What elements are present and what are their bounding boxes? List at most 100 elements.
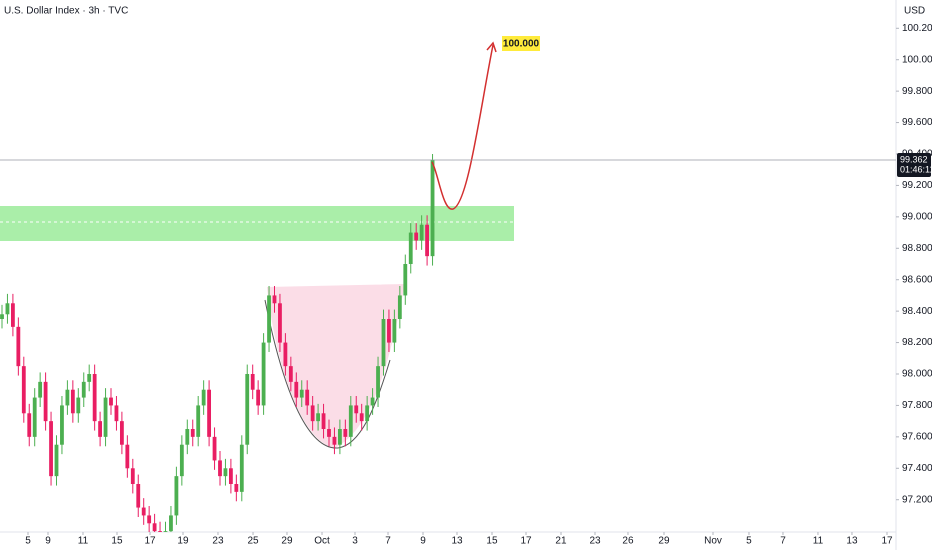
x-tick-label: 23 bbox=[589, 536, 601, 547]
candle-body bbox=[365, 405, 370, 422]
candle-body bbox=[158, 531, 162, 532]
candle-body bbox=[419, 224, 424, 241]
x-tick-label: 17 bbox=[881, 536, 893, 547]
candle-body bbox=[152, 523, 157, 532]
candle-body bbox=[207, 389, 212, 437]
candle-body bbox=[98, 421, 103, 437]
x-tick-label: 17 bbox=[520, 536, 532, 547]
y-tick-label: 99.000 bbox=[902, 211, 932, 222]
y-tick-label: 97.400 bbox=[902, 463, 932, 474]
x-tick-label: 3 bbox=[352, 536, 358, 547]
x-tick-label: 26 bbox=[622, 536, 634, 547]
candle-body bbox=[278, 303, 282, 343]
candle-body bbox=[163, 531, 168, 532]
arrow-head bbox=[486, 41, 497, 53]
candle-body bbox=[125, 444, 130, 469]
x-tick-label: 15 bbox=[111, 536, 123, 547]
candle-body bbox=[299, 389, 304, 398]
candle-body bbox=[376, 366, 380, 398]
candle-body bbox=[305, 389, 310, 406]
candle-body bbox=[147, 515, 152, 524]
x-tick-label: Nov bbox=[704, 536, 722, 547]
candle-body bbox=[327, 429, 331, 437]
y-tick-label: 98.800 bbox=[902, 243, 932, 254]
x-tick-label: 23 bbox=[212, 536, 224, 547]
candle-body bbox=[114, 405, 119, 422]
candle-body bbox=[5, 303, 10, 315]
y-tick-label: 98.200 bbox=[902, 337, 932, 348]
candle-body bbox=[283, 342, 288, 367]
candle-body bbox=[430, 159, 435, 257]
countdown-label: 01:46:11 bbox=[900, 164, 932, 174]
x-tick-label: 7 bbox=[780, 536, 786, 547]
candle-body bbox=[141, 507, 146, 516]
y-tick-label: 100.000 bbox=[902, 54, 932, 65]
candle-body bbox=[223, 468, 228, 477]
x-tick-label: 5 bbox=[746, 536, 752, 547]
last-price-label: 99.362 bbox=[900, 154, 928, 164]
y-tick-label: 97.200 bbox=[902, 494, 932, 505]
candle-body bbox=[119, 421, 124, 445]
x-tick-label: 19 bbox=[177, 536, 189, 547]
y-tick-label: 97.800 bbox=[902, 400, 932, 411]
candle-body bbox=[392, 319, 397, 343]
candle-body bbox=[414, 232, 419, 241]
candle-body bbox=[196, 405, 201, 437]
candle-body bbox=[359, 413, 364, 422]
candle-body bbox=[321, 413, 326, 429]
candle-body bbox=[397, 295, 402, 319]
candle-body bbox=[54, 444, 59, 477]
x-tick-label: 7 bbox=[385, 536, 391, 547]
candle-body bbox=[70, 389, 75, 414]
last-price-box bbox=[897, 152, 931, 177]
candle-body bbox=[370, 397, 375, 406]
x-tick-label: 17 bbox=[144, 536, 156, 547]
y-tick-label: 98.000 bbox=[902, 369, 932, 380]
candle-body bbox=[60, 405, 64, 445]
cup-curve bbox=[264, 299, 391, 449]
candle-body bbox=[337, 429, 342, 445]
candle-body bbox=[92, 374, 97, 422]
candle-body bbox=[43, 381, 48, 422]
y-tick-label: 100.200 bbox=[902, 23, 932, 34]
candle-body bbox=[109, 397, 113, 406]
candle-body bbox=[136, 484, 141, 508]
x-tick-label: 21 bbox=[555, 536, 567, 547]
x-tick-label: 29 bbox=[281, 536, 293, 547]
candle-body bbox=[130, 468, 135, 484]
candle-body bbox=[425, 224, 429, 257]
x-tick-label: 29 bbox=[658, 536, 670, 547]
candle-body bbox=[81, 381, 86, 398]
candle-body bbox=[179, 444, 184, 477]
candle-body bbox=[245, 374, 250, 445]
x-tick-label: 15 bbox=[486, 536, 498, 547]
candle-body bbox=[190, 429, 195, 437]
x-tick-label: 9 bbox=[45, 536, 51, 547]
candle-body bbox=[174, 476, 179, 516]
candle-body bbox=[103, 397, 108, 437]
candle-body bbox=[0, 314, 4, 319]
candle-body bbox=[239, 444, 244, 492]
candle-body bbox=[261, 342, 266, 406]
y-tick-label: 99.200 bbox=[902, 180, 932, 191]
candle-body bbox=[16, 326, 21, 367]
candle-body bbox=[218, 460, 222, 477]
candle-body bbox=[49, 421, 53, 477]
x-tick-label: 25 bbox=[247, 536, 259, 547]
candle-body bbox=[250, 374, 255, 390]
candle-body bbox=[169, 515, 173, 532]
candle-body bbox=[267, 295, 271, 343]
y-tick-label: 98.600 bbox=[902, 274, 932, 285]
x-tick-label: 11 bbox=[78, 536, 89, 547]
candle-body bbox=[288, 366, 293, 382]
candle-body bbox=[65, 389, 70, 406]
candle-body bbox=[32, 397, 37, 437]
x-tick-label: 13 bbox=[451, 536, 463, 547]
candle-body bbox=[381, 319, 386, 367]
candle-body bbox=[201, 389, 206, 406]
candle-body bbox=[272, 295, 277, 304]
candle-body bbox=[316, 413, 321, 422]
x-tick-label: 11 bbox=[813, 536, 824, 547]
candle-body bbox=[294, 381, 299, 398]
